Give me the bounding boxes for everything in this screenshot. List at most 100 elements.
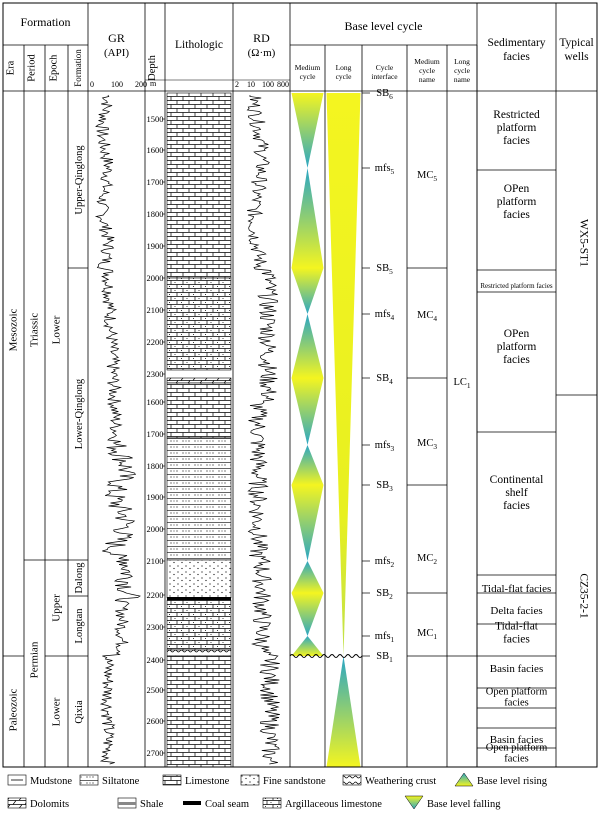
- cycle-interface-label: mfs1: [375, 631, 395, 644]
- header-medium-cycle: Medium: [295, 63, 321, 72]
- table-text: Formation Era Period Epoch Formation GR (API) D…: [6, 15, 594, 810]
- depth-label: 2000: [147, 524, 164, 534]
- facies-label: Tidal-flat facies: [482, 583, 552, 595]
- base-level-rising-triangle: [291, 314, 324, 378]
- depth-label: 1900: [147, 492, 164, 502]
- header-cycle-interface: Cycle: [376, 63, 394, 72]
- lithology-fine-sandstone: [166, 559, 232, 599]
- base-level-rising-triangle: [291, 445, 324, 485]
- era-label: Mesozoic: [8, 309, 20, 352]
- legend-base-level-rising: [454, 772, 474, 787]
- facies-label: facies: [503, 135, 530, 147]
- depth-label: 2300: [147, 369, 164, 379]
- lithology-limestone: [166, 92, 232, 279]
- legend-base-level-falling: [404, 795, 424, 810]
- cycle-interface-label: mfs3: [375, 440, 395, 453]
- gr-tick-label: 200: [135, 80, 147, 89]
- rd-tick-label: 100: [262, 80, 274, 89]
- base-level-falling-triangle: [291, 378, 324, 445]
- era-label: Paleozoic: [8, 689, 20, 732]
- facies-label: Restricted: [493, 109, 540, 121]
- formation-label: Lower-Qinglong: [74, 378, 85, 449]
- formation-label: Longtan: [74, 608, 85, 644]
- legend-mudstone: [7, 774, 27, 786]
- depth-label: 2200: [147, 590, 164, 600]
- epoch-label: Lower: [51, 315, 63, 344]
- legend-label: Argillaceous limestone: [285, 799, 382, 810]
- base-level-falling-triangle: [291, 485, 324, 561]
- depth-label: 1600: [147, 397, 164, 407]
- cycle-interface-label: mfs5: [375, 163, 395, 176]
- header-long-cycle-name: name: [454, 75, 471, 84]
- header-rd-unit: (Ω·m): [248, 47, 276, 59]
- depth-label: 1800: [147, 461, 164, 471]
- facies-label: facies: [503, 500, 530, 512]
- facies-label: facies: [503, 634, 530, 646]
- unconformity-line: [289, 654, 363, 658]
- header-sedimentary-facies: facies: [503, 51, 530, 63]
- legend-label: Mudstone: [30, 776, 72, 787]
- facies-label: platform: [497, 122, 537, 134]
- depth-label: 2100: [147, 305, 164, 315]
- header-depth-unit: m: [150, 79, 157, 88]
- legend-label: Weathering crust: [365, 776, 436, 787]
- header-long-cycle: Long: [336, 63, 352, 72]
- header-rd: RD: [253, 31, 270, 45]
- header-era: Era: [6, 60, 17, 75]
- period-label: Permian: [29, 641, 41, 678]
- depth-label: 1500: [147, 114, 164, 124]
- cycle-interface-label: SB5: [376, 263, 393, 276]
- cycle-interface-label: SB4: [376, 373, 393, 386]
- gr-log-curve: [94, 94, 141, 765]
- facies-label: facies: [503, 354, 530, 366]
- facies-label: facies: [504, 698, 528, 709]
- lithology-coal-seam: [167, 597, 231, 600]
- depth-label: 2100: [147, 556, 164, 566]
- legend-label: Coal seam: [205, 799, 249, 810]
- formation-label: Dalong: [74, 562, 85, 594]
- typical-well-label: WX5-ST1: [578, 219, 590, 267]
- header-gr: GR: [108, 31, 125, 45]
- header-epoch: Epoch: [49, 54, 60, 82]
- cycle-interface-label: SB6: [376, 88, 393, 101]
- legend-label: Base level falling: [427, 799, 501, 810]
- medium-cycle-name: MC5: [417, 170, 437, 183]
- header-cycle-interface: interface: [371, 72, 398, 81]
- header-typical-wells: wells: [564, 51, 589, 63]
- formation-label: Qixia: [74, 700, 85, 724]
- legend-label: Base level rising: [477, 776, 548, 787]
- facies-label: facies: [504, 754, 528, 765]
- header-long-cycle: cycle: [336, 72, 352, 81]
- legend-dolomite: [7, 797, 27, 809]
- header-period: Period: [27, 54, 38, 82]
- facies-label: Basin facies: [490, 663, 543, 675]
- facies-label: OPen: [504, 183, 530, 195]
- medium-cycle-name: MC1: [417, 628, 437, 641]
- cycle-interface-label: SB2: [376, 588, 393, 601]
- facies-label: shelf: [505, 487, 528, 499]
- legend-siltstone: [79, 774, 99, 786]
- depth-label: 1800: [147, 209, 164, 219]
- medium-cycle-name: MC3: [417, 438, 437, 451]
- header-medium-cycle: cycle: [300, 72, 316, 81]
- base-level-falling-triangle: [291, 593, 324, 636]
- depth-label: 2400: [147, 655, 164, 665]
- facies-label: Open platform: [486, 743, 548, 754]
- depth-label: 2000: [147, 273, 164, 283]
- legend-label: Shale: [140, 799, 164, 810]
- formation-label: Upper-Qinglong: [74, 145, 85, 215]
- header-medium-cycle-name: cycle: [419, 66, 435, 75]
- depth-label: 2700: [147, 748, 164, 758]
- header-medium-cycle-name: Medium: [414, 57, 440, 66]
- lithology-siltstone: [166, 437, 232, 561]
- base-level-falling-triangle: [291, 93, 324, 168]
- depth-label: 2500: [147, 685, 164, 695]
- header-formation-col: Formation: [73, 49, 83, 87]
- lithology-and-cycles: [7, 92, 474, 810]
- well-logs: [94, 94, 280, 765]
- depth-label: 1700: [147, 177, 164, 187]
- rd-tick-label: 10: [247, 80, 255, 89]
- base-level-rising-triangle: [291, 636, 324, 656]
- period-label: Triassic: [29, 313, 41, 348]
- medium-cycle-name: MC2: [417, 553, 437, 566]
